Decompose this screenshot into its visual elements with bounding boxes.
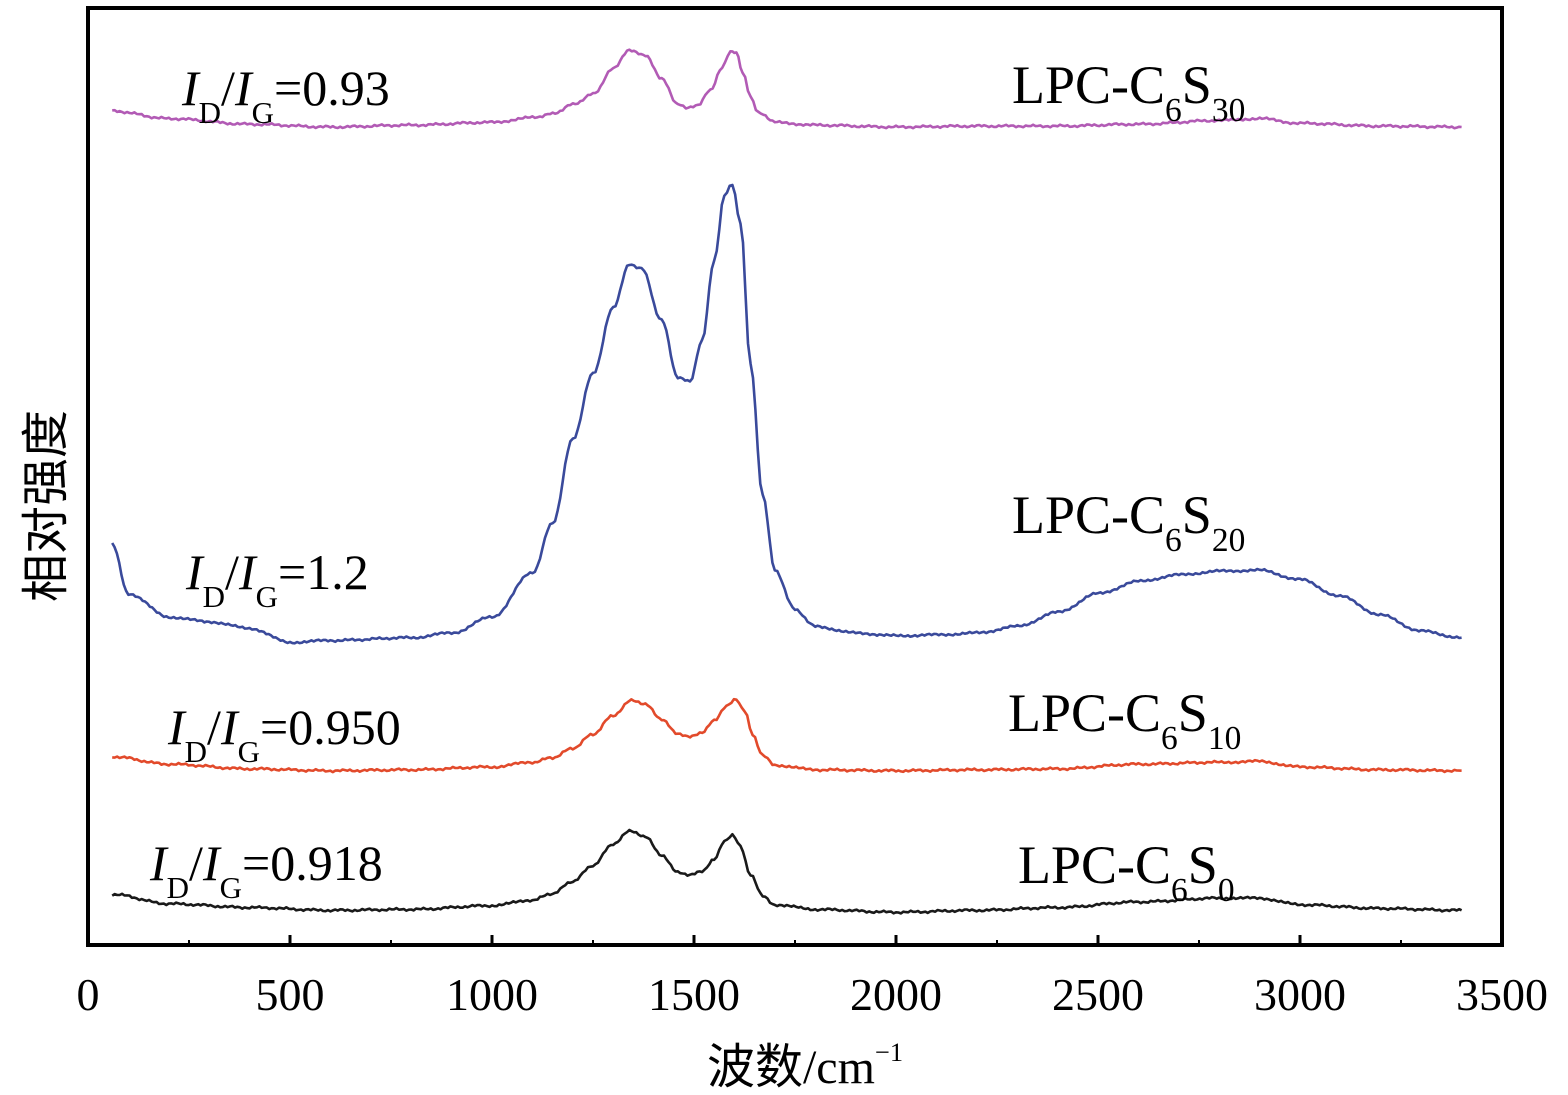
plot-frame xyxy=(86,6,1504,947)
ratio-intensity-symbol: I xyxy=(220,699,240,755)
ratio-label-lpc-c6s30: ID/IG=0.93 xyxy=(181,60,390,130)
series-line-lpc-c6s30 xyxy=(112,48,1462,130)
y-axis-title: 相对强度 xyxy=(20,410,73,602)
ratio-intensity-symbol: I xyxy=(238,544,258,600)
x-tick-label: 1000 xyxy=(446,969,538,1020)
x-tick-label: 3500 xyxy=(1456,969,1548,1020)
series-line-lpc-c6s20 xyxy=(111,183,1462,645)
ratio-label-lpc-c6s10: ID/IG=0.950 xyxy=(167,699,401,769)
sample-label-main: LPC-C xyxy=(1018,835,1171,895)
ratio-g-subscript: G xyxy=(220,870,242,905)
series-line-lpc-c6s0 xyxy=(111,828,1463,915)
sample-label-subscript: 30 xyxy=(1212,92,1245,129)
sample-label-mid: S xyxy=(1182,55,1212,115)
ratio-value: =0.950 xyxy=(260,699,401,755)
ratio-value: =0.918 xyxy=(242,835,383,891)
x-axis-title-superscript: −1 xyxy=(875,1037,903,1067)
ratio-slash: / xyxy=(221,60,235,116)
sample-label-subscript: 20 xyxy=(1212,522,1245,559)
ratio-intensity-symbol: I xyxy=(149,835,169,891)
ratio-intensity-symbol: I xyxy=(234,60,254,116)
ratio-g-subscript: G xyxy=(252,95,274,130)
ratio-d-subscript: D xyxy=(185,734,207,769)
axes: 0 500 1000 1500 2000 2500 3000 3500 波数/cm−1 相对强度 xyxy=(20,6,1548,1094)
ratio-intensity-symbol: I xyxy=(202,835,222,891)
sample-label-subscript: 6 xyxy=(1161,720,1178,757)
ratio-intensity-symbol: I xyxy=(181,60,201,116)
sample-label-main: LPC-C xyxy=(1008,683,1161,743)
ratio-g-subscript: G xyxy=(256,579,278,614)
sample-label-lpc-c6s10: LPC-C6S10 xyxy=(1008,683,1241,757)
x-tick-label: 0 xyxy=(77,969,100,1020)
x-tick-label: 1500 xyxy=(648,969,740,1020)
sample-label-subscript: 6 xyxy=(1165,522,1182,559)
ratio-d-subscript: D xyxy=(199,95,221,130)
ratio-label-lpc-c6s20: ID/IG=1.2 xyxy=(185,544,369,614)
sample-label-lpc-c6s20: LPC-C6S20 xyxy=(1012,485,1245,559)
sample-label-subscript: 10 xyxy=(1208,720,1241,757)
ratio-d-subscript: D xyxy=(167,870,189,905)
sample-label-mid: S xyxy=(1178,683,1208,743)
x-axis-title-text: 波数/cm xyxy=(707,1041,875,1094)
x-tick-label: 500 xyxy=(256,969,325,1020)
ratio-g-subscript: G xyxy=(238,734,260,769)
ratio-slash: / xyxy=(207,699,221,755)
ratio-slash: / xyxy=(189,835,203,891)
sample-label-main: LPC-C xyxy=(1012,55,1165,115)
sample-label-mid: S xyxy=(1182,485,1212,545)
series-traces xyxy=(111,48,1463,915)
x-tick-label: 3000 xyxy=(1254,969,1346,1020)
ratio-value: =0.93 xyxy=(274,60,390,116)
ratio-slash: / xyxy=(225,544,239,600)
sample-label-lpc-c6s30: LPC-C6S30 xyxy=(1012,55,1245,129)
ratio-value: =1.2 xyxy=(278,544,369,600)
sample-label-subscript: 0 xyxy=(1218,872,1235,909)
ratio-d-subscript: D xyxy=(203,579,225,614)
series-labels: LPC-C6S30ID/IG=0.93LPC-C6S20ID/IG=1.2LPC… xyxy=(149,55,1245,909)
ratio-intensity-symbol: I xyxy=(167,699,187,755)
ratio-intensity-symbol: I xyxy=(185,544,205,600)
x-axis-title: 波数/cm−1 xyxy=(707,1037,903,1094)
sample-label-mid: S xyxy=(1188,835,1218,895)
sample-label-subscript: 6 xyxy=(1165,92,1182,129)
sample-label-subscript: 6 xyxy=(1171,872,1188,909)
x-tick-label: 2500 xyxy=(1052,969,1144,1020)
series-line-lpc-c6s10 xyxy=(112,697,1462,774)
x-tick-label: 2000 xyxy=(850,969,942,1020)
sample-label-main: LPC-C xyxy=(1012,485,1165,545)
ratio-label-lpc-c6s0: ID/IG=0.918 xyxy=(149,835,383,905)
sample-label-lpc-c6s0: LPC-C6S0 xyxy=(1018,835,1235,909)
